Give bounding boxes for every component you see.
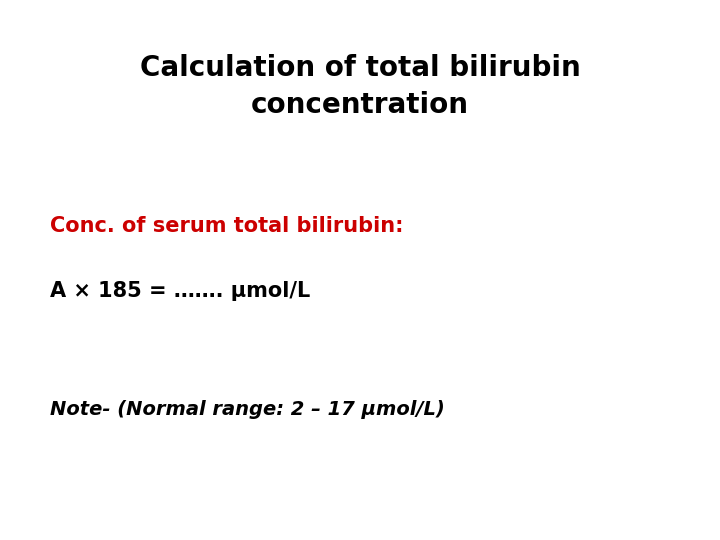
Text: A × 185 = ……. μmol/L: A × 185 = ……. μmol/L [50, 281, 310, 301]
Text: Conc. of serum total bilirubin:: Conc. of serum total bilirubin: [50, 216, 404, 236]
Text: Note- (Normal range: 2 – 17 μmol/L): Note- (Normal range: 2 – 17 μmol/L) [50, 400, 445, 419]
Text: Calculation of total bilirubin
concentration: Calculation of total bilirubin concentra… [140, 54, 580, 119]
